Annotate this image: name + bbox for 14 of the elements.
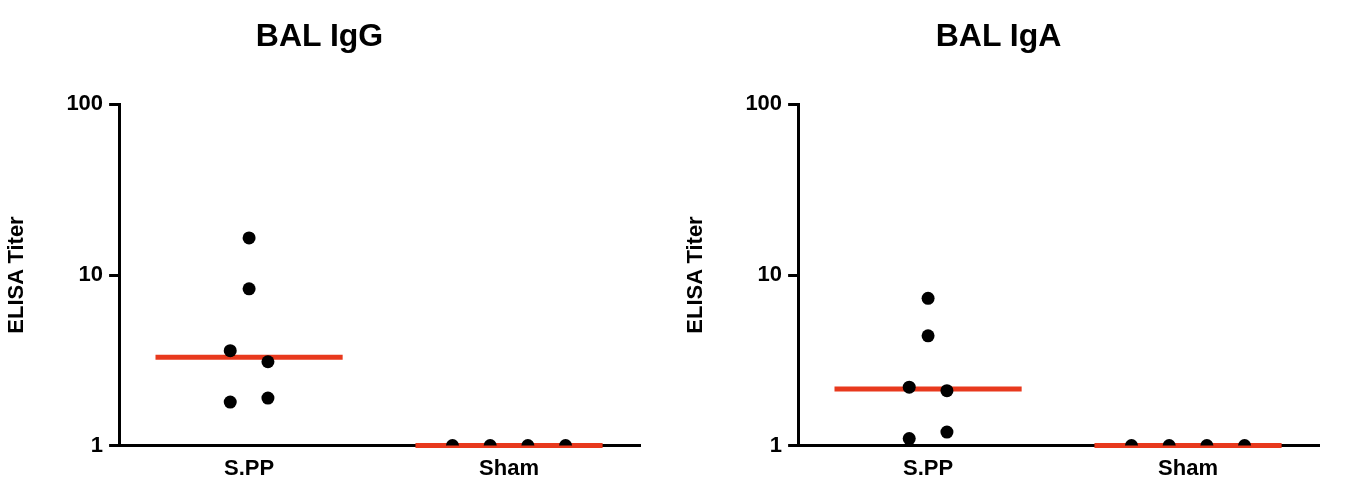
y-axis-title: ELISA Titer (3, 215, 29, 334)
chart-title: BAL IgG (255, 17, 384, 54)
x-tick-label: Sham (479, 454, 539, 480)
y-axis-title: ELISA Titer (682, 215, 708, 334)
y-tick-label: 100 (66, 90, 104, 116)
x-tick-label: S.PP (903, 454, 954, 480)
y-tick-label: 100 (745, 90, 783, 116)
x-tick-label: S.PP (224, 454, 275, 480)
y-tick-label: 1 (90, 431, 104, 457)
x-tick-label: Sham (1158, 454, 1218, 480)
y-tick-label: 10 (78, 261, 104, 287)
y-tick-label: 10 (757, 261, 783, 287)
y-tick-label: 1 (769, 431, 783, 457)
chart-title: BAL IgA (935, 17, 1062, 54)
